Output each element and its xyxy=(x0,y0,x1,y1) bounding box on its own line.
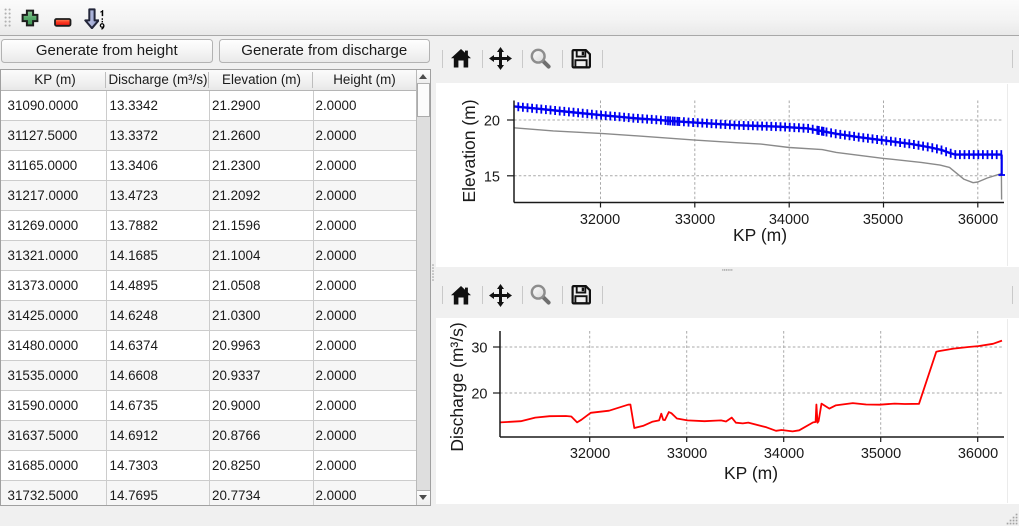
svg-text:15: 15 xyxy=(484,169,500,185)
svg-text:33000: 33000 xyxy=(667,446,707,462)
svg-text:20: 20 xyxy=(471,387,487,403)
svg-text:35000: 35000 xyxy=(861,446,901,462)
svg-text:34000: 34000 xyxy=(764,446,804,462)
svg-text:20: 20 xyxy=(484,114,500,130)
svg-text:33000: 33000 xyxy=(675,212,715,228)
svg-text:KP (m): KP (m) xyxy=(733,225,787,245)
svg-text:Discharge (m³/s): Discharge (m³/s) xyxy=(447,322,467,451)
svg-text:35000: 35000 xyxy=(863,212,903,228)
svg-text:34000: 34000 xyxy=(769,212,809,228)
svg-text:KP (m): KP (m) xyxy=(724,463,778,483)
svg-text:30: 30 xyxy=(471,341,487,357)
svg-text:36000: 36000 xyxy=(958,212,998,228)
svg-text:36000: 36000 xyxy=(958,446,998,462)
svg-text:Elevation (m): Elevation (m) xyxy=(459,99,479,202)
svg-text:32000: 32000 xyxy=(580,212,620,228)
svg-text:32000: 32000 xyxy=(570,446,610,462)
